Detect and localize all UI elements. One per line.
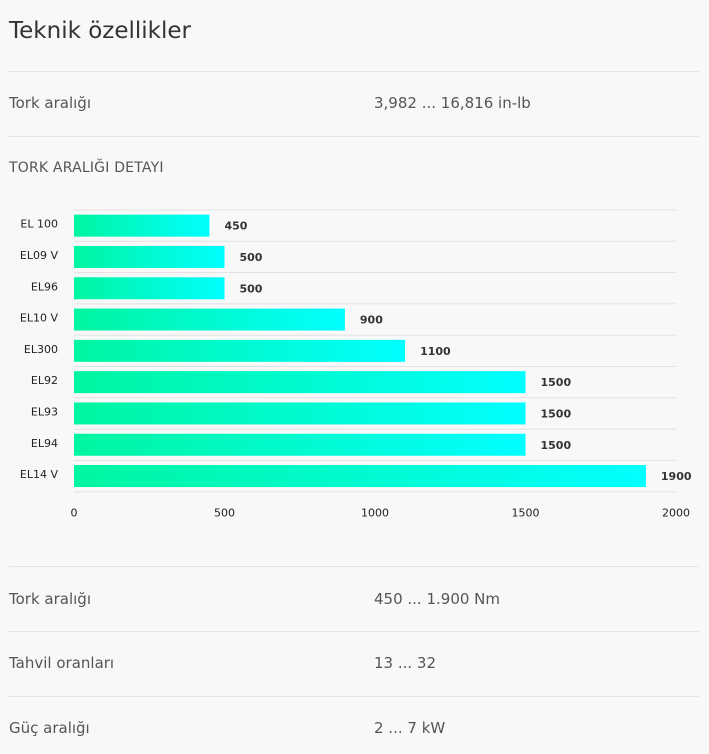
torque-bar-chart: EL 100 450 EL09 V 500 EL96 500 EL10 V 900 EL300 1… xyxy=(20,209,692,520)
value-label: 1500 xyxy=(541,376,572,389)
spec-label-power: Güç aralığı xyxy=(9,719,90,737)
divider xyxy=(9,136,699,137)
x-tick-label: 1000 xyxy=(361,507,389,520)
bar-el-100 xyxy=(74,214,210,237)
spec-value-torque-inlb: 3,982 ... 16,816 in-lb xyxy=(374,94,531,112)
bar-el96 xyxy=(74,277,225,300)
value-label: 1500 xyxy=(541,407,572,420)
page-title: Teknik özellikler xyxy=(9,18,191,44)
spec-value-ratios: 13 ... 32 xyxy=(374,654,437,672)
category-label: EL93 xyxy=(31,405,58,418)
value-label: 500 xyxy=(240,251,263,264)
value-label: 900 xyxy=(360,314,383,327)
category-label: EL92 xyxy=(31,374,58,387)
bar-el92 xyxy=(74,371,526,394)
category-label: EL 100 xyxy=(20,218,58,231)
divider xyxy=(9,566,699,567)
x-tick-label: 500 xyxy=(214,507,235,520)
category-label: EL96 xyxy=(31,280,58,293)
value-label: 1900 xyxy=(661,470,692,483)
value-label: 450 xyxy=(224,220,247,233)
spec-value-torque-nm: 450 ... 1.900 Nm xyxy=(374,590,501,608)
bar-el300 xyxy=(74,339,406,362)
spec-label-ratios: Tahvil oranları xyxy=(9,654,115,672)
x-tick-label: 0 xyxy=(71,507,78,520)
bar-el94 xyxy=(74,433,526,456)
category-label: EL94 xyxy=(31,437,58,450)
bar-el14-v xyxy=(74,465,646,488)
value-label: 1100 xyxy=(420,345,451,358)
divider xyxy=(9,696,699,697)
x-tick-label: 2000 xyxy=(662,507,690,520)
category-label: EL10 V xyxy=(20,312,59,325)
bar-el93 xyxy=(74,402,526,425)
spec-value-power: 2 ... 7 kW xyxy=(374,719,446,737)
bar-el09-v xyxy=(74,245,225,268)
category-label: EL14 V xyxy=(20,468,59,481)
spec-label-torque-inlb: Tork aralığı xyxy=(9,94,91,112)
spec-label-torque-nm: Tork aralığı xyxy=(9,590,91,608)
divider xyxy=(9,631,699,632)
value-label: 500 xyxy=(240,282,263,295)
divider xyxy=(9,71,699,72)
chart-section-heading: TORK ARALIĞI DETAYI xyxy=(9,160,164,176)
category-label: EL300 xyxy=(24,343,58,356)
bar-el10-v xyxy=(74,308,345,331)
category-label: EL09 V xyxy=(20,249,59,262)
x-tick-label: 1500 xyxy=(512,507,540,520)
value-label: 1500 xyxy=(541,439,572,452)
